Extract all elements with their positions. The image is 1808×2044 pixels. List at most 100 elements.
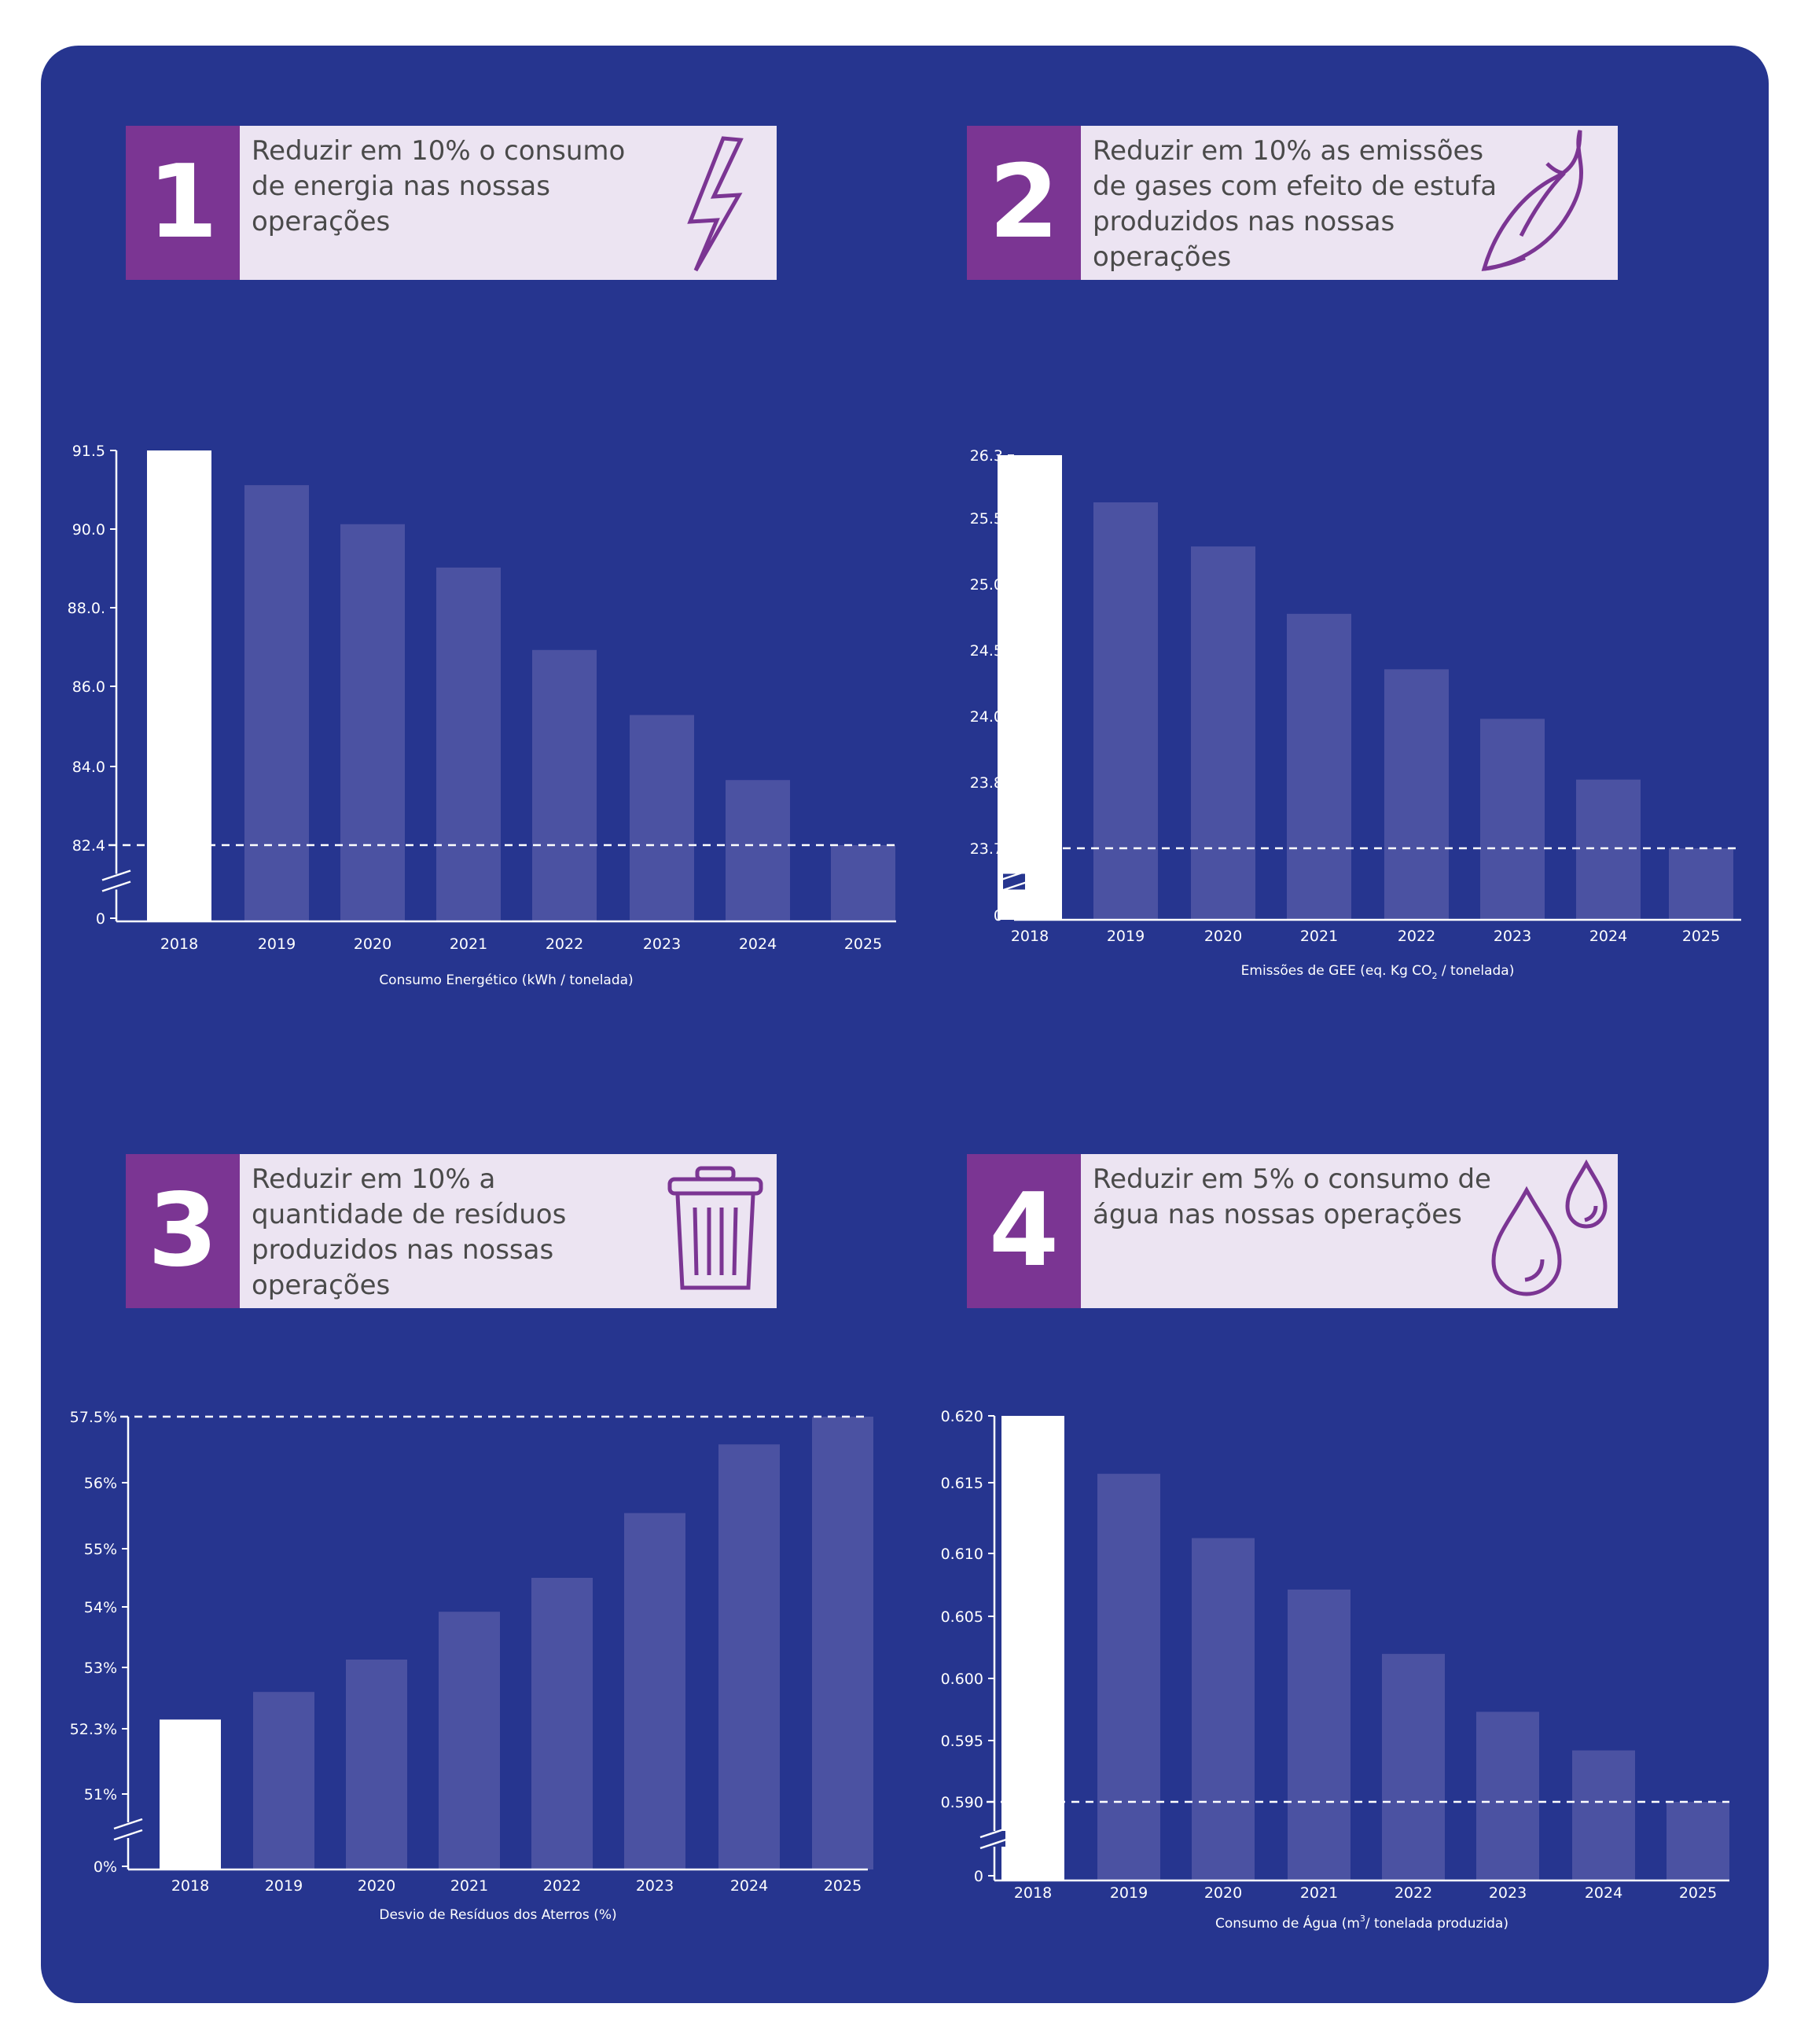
bar-2019 <box>1097 1473 1160 1880</box>
y-tick-label: 0.610 <box>941 1546 983 1563</box>
bar-2025 <box>831 845 895 921</box>
goal-text: Reduzir em 10% o consumo de energia nas … <box>252 135 626 237</box>
x-tick-label: 2019 <box>1107 928 1145 945</box>
x-tick-label: 2020 <box>1204 928 1242 945</box>
x-tick-label: 2025 <box>1679 1884 1717 1902</box>
x-tick-label: 2020 <box>358 1877 395 1895</box>
bar-2025 <box>1669 848 1733 920</box>
x-tick-label: 2019 <box>1110 1884 1148 1902</box>
y-tick-label: 52.3% <box>70 1721 117 1738</box>
y-tick-label: 90.0 <box>72 521 105 539</box>
x-axis-label: Consumo de Água (m3/ tonelada produzida) <box>1215 1913 1509 1932</box>
bar-2020 <box>346 1659 407 1869</box>
x-tick-label: 2019 <box>265 1877 303 1895</box>
bar-2022 <box>1382 1653 1445 1880</box>
axis-break-mark <box>999 869 1029 881</box>
goal-number: 1 <box>126 126 240 280</box>
y-tick-label: 86.0 <box>72 678 105 696</box>
goal-number: 2 <box>967 126 1081 280</box>
y-tick-label: 26.3 <box>970 447 1003 465</box>
y-tick-label: 57.5% <box>70 1409 117 1426</box>
bar-2018 <box>1001 1416 1064 1880</box>
x-tick-label: 2024 <box>1589 928 1627 945</box>
bar-2019 <box>1093 502 1158 920</box>
bar-2021 <box>1288 1589 1350 1880</box>
axis-break-mark <box>101 880 131 892</box>
x-tick-label: 2021 <box>1300 1884 1338 1902</box>
goal-text: Reduzir em 10% a quantidade de resíduos … <box>252 1164 567 1301</box>
y-tick-label: 25.5 <box>970 510 1003 528</box>
goal-text: Reduzir em 5% o consumo de água nas noss… <box>1093 1164 1491 1230</box>
bar-2023 <box>1480 719 1545 920</box>
x-tick-label: 2023 <box>1494 928 1531 945</box>
bar-2023 <box>624 1513 685 1869</box>
y-tick-label: 23.7 <box>970 840 1003 858</box>
goal-card-4: 4 Reduzir em 5% o consumo de água nas no… <box>967 1154 1618 1308</box>
bar-2022 <box>1384 669 1449 920</box>
x-tick-label: 2021 <box>450 1877 488 1895</box>
y-tick-label: 88.0. <box>68 600 105 617</box>
x-tick-label: 2024 <box>739 936 777 953</box>
bar-2024 <box>718 1444 780 1869</box>
background-panel <box>41 46 1769 2003</box>
bar-2025 <box>812 1417 873 1869</box>
x-tick-label: 2019 <box>258 936 296 953</box>
bar-2021 <box>439 1612 500 1869</box>
bar-2020 <box>1192 1538 1255 1880</box>
y-tick-label: 0% <box>94 1858 117 1876</box>
leaf-icon <box>1481 130 1583 271</box>
goal-card-3: 3 Reduzir em 10% a quantidade de resíduo… <box>126 1154 777 1308</box>
y-tick-label: 25.0 <box>970 576 1003 594</box>
y-tick-label: 0.595 <box>941 1733 983 1750</box>
bar-2018 <box>160 1719 221 1869</box>
x-axis-label: Emissões de GEE (eq. Kg CO2 / tonelada) <box>1241 963 1515 981</box>
bar-2021 <box>1287 613 1351 920</box>
bar-2018 <box>147 450 211 921</box>
lightning-icon <box>687 136 744 272</box>
y-tick-label: 82.4 <box>72 837 105 855</box>
x-tick-label: 2023 <box>1489 1884 1527 1902</box>
x-tick-label: 2024 <box>730 1877 768 1895</box>
y-tick-label: 0.605 <box>941 1608 983 1626</box>
x-tick-label: 2022 <box>546 936 583 953</box>
x-tick-label: 2018 <box>1014 1884 1052 1902</box>
axis-break-mark <box>979 1837 1009 1850</box>
x-tick-label: 2022 <box>543 1877 581 1895</box>
x-tick-label: 2021 <box>450 936 487 953</box>
bar-2022 <box>532 649 597 921</box>
y-tick-label: 0.615 <box>941 1475 983 1492</box>
y-tick-label: 0.590 <box>941 1794 983 1811</box>
x-tick-label: 2022 <box>1398 928 1435 945</box>
axis-break-mark <box>113 1829 143 1841</box>
x-tick-label: 2018 <box>171 1877 209 1895</box>
goal-text: Reduzir em 10% as emissões de gases com … <box>1093 135 1497 273</box>
trash-icon <box>667 1166 763 1290</box>
y-tick-label: 0 <box>974 1868 983 1885</box>
x-tick-label: 2022 <box>1395 1884 1432 1902</box>
x-tick-label: 2023 <box>643 936 681 953</box>
bar-2021 <box>436 567 501 921</box>
bar-2022 <box>531 1578 593 1869</box>
x-tick-label: 2020 <box>1204 1884 1242 1902</box>
x-tick-label: 2023 <box>636 1877 674 1895</box>
y-tick-label: 54% <box>84 1599 117 1616</box>
y-tick-label: 0.600 <box>941 1671 983 1688</box>
x-axis-label: Desvio de Resíduos dos Aterros (%) <box>379 1907 616 1923</box>
y-tick-label: 91.5 <box>72 443 105 460</box>
axis-break-mark <box>979 1826 1009 1839</box>
y-tick-label: 23.8 <box>970 774 1003 792</box>
x-axis-label: Consumo Energético (kWh / tonelada) <box>379 972 633 988</box>
bar-2024 <box>1576 779 1641 920</box>
goal-card-2: 2 Reduzir em 10% as emissões de gases co… <box>967 126 1618 280</box>
bar-2024 <box>1572 1750 1635 1880</box>
bar-2019 <box>244 485 309 921</box>
x-tick-label: 2018 <box>160 936 198 953</box>
bar-2023 <box>1476 1711 1539 1880</box>
goal-number: 4 <box>967 1154 1081 1308</box>
y-tick-label: 56% <box>84 1475 117 1492</box>
bar-2019 <box>253 1692 314 1869</box>
goal-number: 3 <box>126 1154 240 1308</box>
y-tick-label: 24.0 <box>970 708 1003 726</box>
water-drops-icon <box>1491 1159 1608 1296</box>
